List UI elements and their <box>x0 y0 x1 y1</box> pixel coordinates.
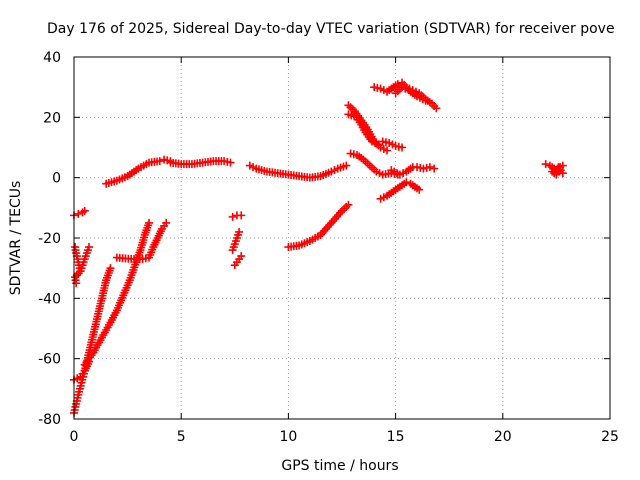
data-series <box>70 78 567 417</box>
data-point <box>145 218 154 227</box>
series-arc-21 <box>370 78 441 113</box>
series-arc-16 <box>344 110 383 149</box>
data-point <box>425 163 434 172</box>
data-point <box>402 178 411 187</box>
series-arc-15 <box>344 101 392 155</box>
y-tick-label: -40 <box>38 291 61 307</box>
y-axis-label: SDTVAR / TECUs <box>8 181 24 296</box>
plot-frame <box>73 56 611 420</box>
x-axis-label: GPS time / hours <box>281 458 398 474</box>
data-point <box>374 140 383 149</box>
data-point <box>541 160 550 169</box>
x-tick-label: 25 <box>601 429 619 445</box>
x-tick-label: 5 <box>177 429 186 445</box>
data-point <box>415 185 424 194</box>
data-point <box>80 206 89 215</box>
series-arc-6 <box>80 218 154 369</box>
chart-title: Day 176 of 2025, Sidereal Day-to-day VTE… <box>47 21 615 37</box>
series-arc-9 <box>166 157 235 169</box>
data-point <box>383 146 392 155</box>
data-point <box>228 212 237 221</box>
data-point <box>106 264 115 273</box>
axis-ticks: 0 5 10 15 20 25 -80 -60 -40 -20 0 20 40 <box>38 50 619 445</box>
series-arc-19 <box>376 178 424 203</box>
data-point <box>237 211 246 220</box>
series-arc-1 <box>70 206 89 220</box>
series-arc-20 <box>387 163 439 179</box>
data-point <box>342 161 351 170</box>
series-arc-8 <box>102 155 175 188</box>
y-tick-label: 40 <box>43 50 61 66</box>
y-tick-label: -20 <box>38 231 61 247</box>
data-point <box>155 157 164 166</box>
data-point <box>85 243 94 252</box>
data-point <box>72 279 81 288</box>
x-tick-label: 10 <box>279 429 297 445</box>
series-arc-11 <box>228 227 244 255</box>
data-point <box>430 164 439 173</box>
series-arc-7 <box>112 218 171 264</box>
series-arc-14 <box>284 200 353 252</box>
series-arc-22 <box>391 83 430 105</box>
series-arc-12 <box>230 252 246 270</box>
y-tick-label: 0 <box>52 171 61 187</box>
y-tick-label: -60 <box>38 352 61 368</box>
data-point <box>398 143 407 152</box>
x-tick-label: 15 <box>387 429 405 445</box>
x-tick-label: 20 <box>494 429 512 445</box>
data-point <box>421 96 430 105</box>
data-point <box>237 252 246 261</box>
x-tick-label: 0 <box>70 429 79 445</box>
data-point <box>235 227 244 236</box>
y-tick-label: 20 <box>43 110 61 126</box>
y-tick-label: -80 <box>38 412 61 428</box>
data-point <box>344 200 353 209</box>
data-point <box>432 104 441 113</box>
data-point <box>226 158 235 167</box>
series-arc-18 <box>378 137 407 152</box>
data-point <box>162 218 171 227</box>
data-point <box>552 170 561 179</box>
series-arc-23 <box>541 160 567 179</box>
data-point <box>74 209 83 218</box>
series-arc-13 <box>245 161 351 182</box>
series-arc-10 <box>228 211 246 221</box>
grid-lines <box>74 57 610 419</box>
series-arc-3 <box>76 243 94 276</box>
